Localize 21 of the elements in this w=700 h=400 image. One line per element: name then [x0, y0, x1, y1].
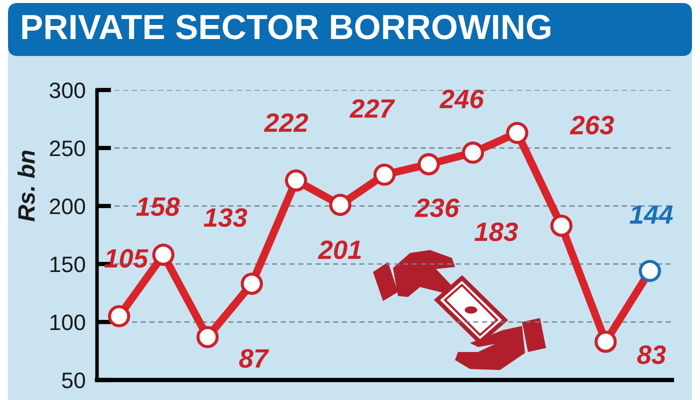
data-label: 222 [264, 113, 308, 132]
data-label: 133 [204, 208, 248, 227]
y-tick-label: 100 [50, 314, 86, 330]
data-label: 236 [414, 198, 460, 218]
data-label: 83 [637, 345, 666, 364]
y-tick-label: 200 [50, 198, 86, 214]
data-label: 246 [439, 90, 484, 108]
data-label: 183 [474, 222, 518, 242]
y-tick-label: 50 [62, 372, 86, 388]
chart-title: PRIVATE SECTOR BORROWING [22, 14, 550, 40]
data-label: 227 [350, 99, 396, 118]
data-label: 144 [630, 205, 673, 224]
data-label: 263 [570, 116, 614, 134]
y-tick-label: 300 [50, 82, 86, 98]
data-label: 87 [239, 349, 270, 368]
y-axis-title: Rs. bn [17, 150, 35, 222]
data-label: 105 [104, 249, 148, 268]
data-label: 201 [318, 240, 361, 260]
y-tick-label: 250 [50, 140, 86, 156]
data-label: 158 [136, 197, 180, 216]
y-tick-label: 150 [50, 256, 86, 272]
